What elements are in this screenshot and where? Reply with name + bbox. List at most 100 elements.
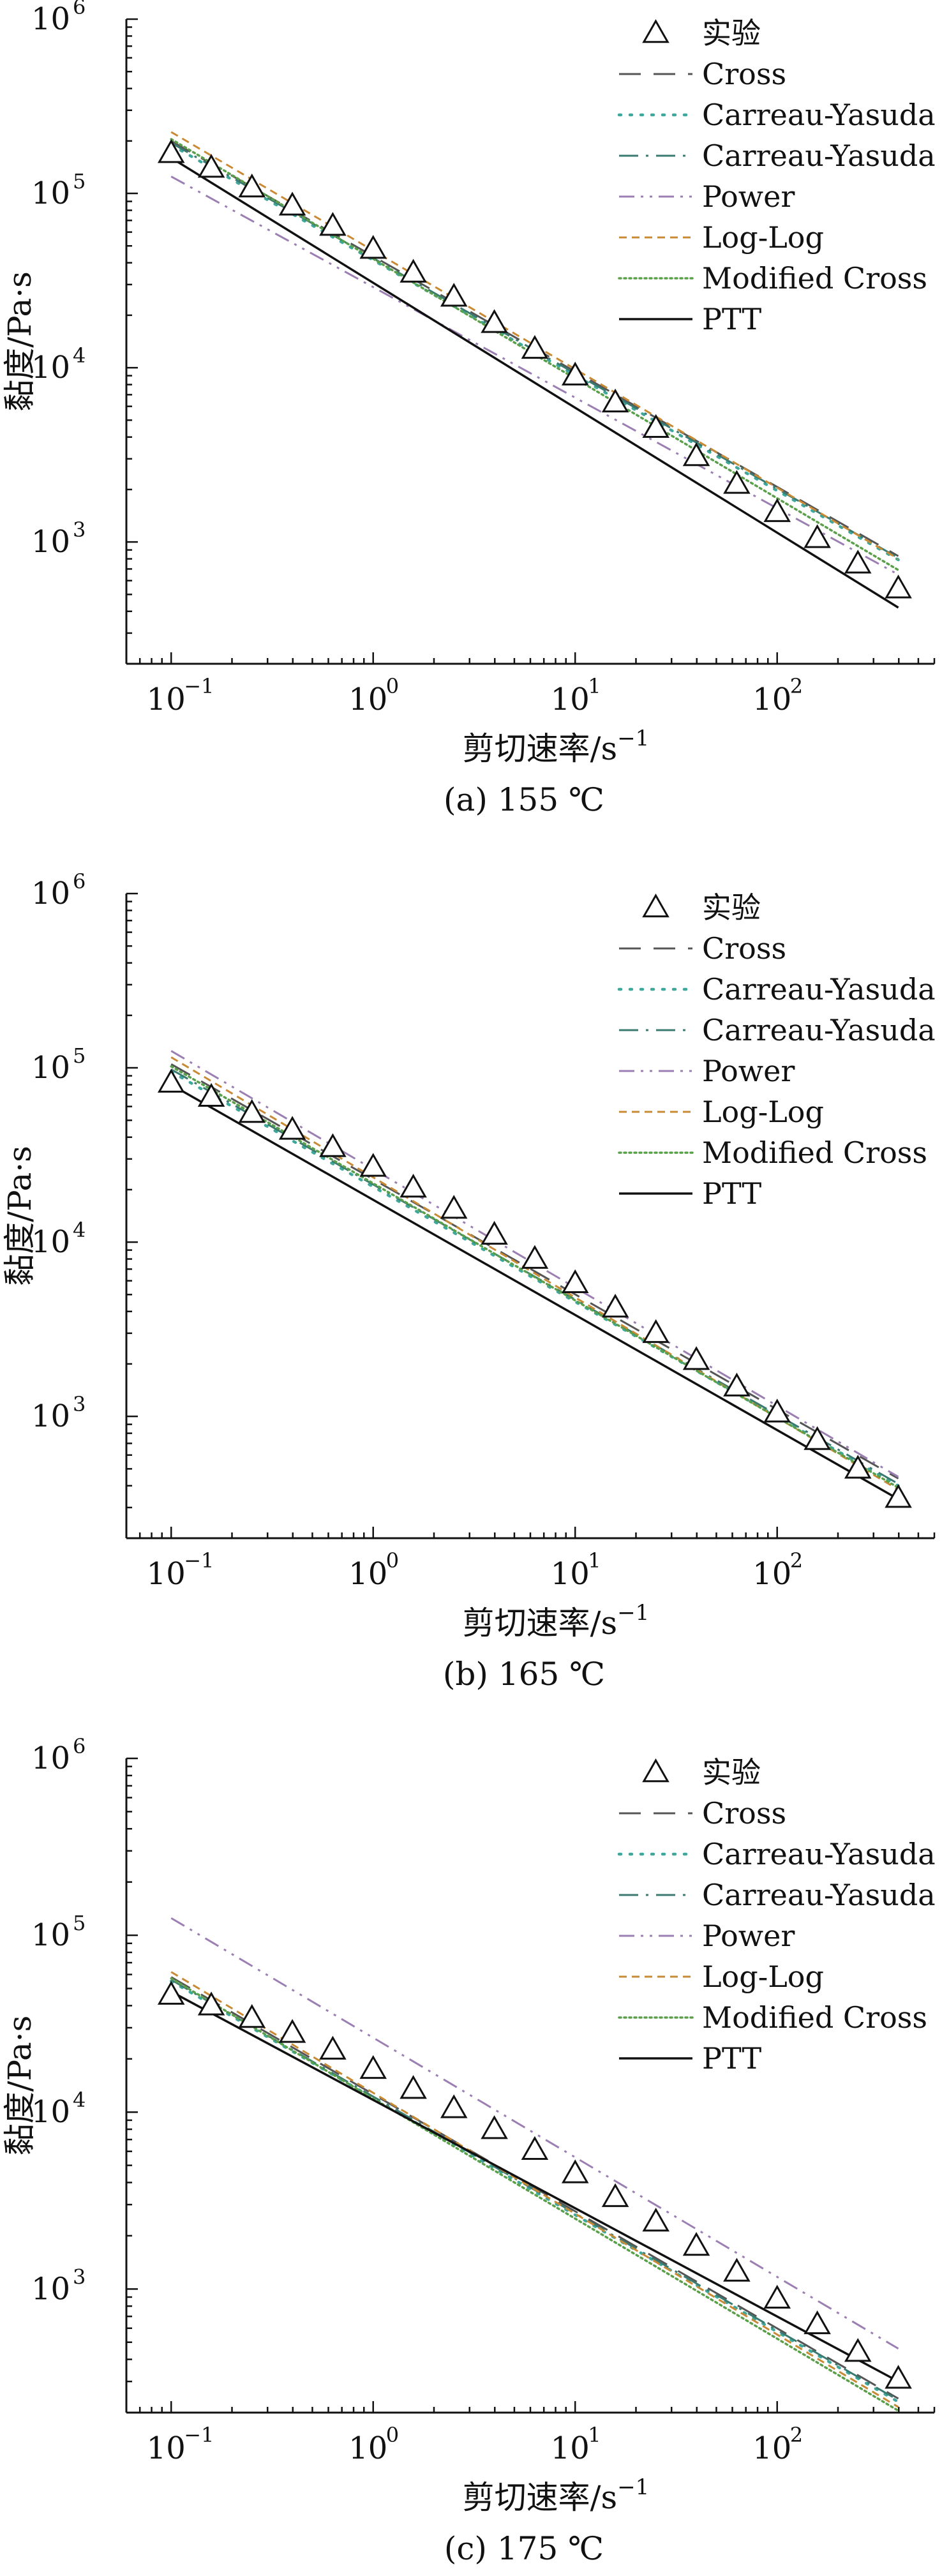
data-point: [763, 1398, 791, 1423]
legend-label: Log-Log: [702, 220, 824, 255]
data-point: [238, 173, 265, 198]
x-tick-exponent: 1: [588, 674, 601, 698]
x-tick-exponent: 2: [790, 2423, 803, 2447]
legend-label: Cross: [702, 57, 786, 91]
data-point: [319, 2035, 347, 2060]
legend-entry: Log-Log: [619, 1095, 824, 1129]
data-point: [763, 2284, 791, 2309]
x-tick-exponent: −1: [184, 2423, 214, 2447]
panel-caption: (a) 155 ℃: [444, 781, 604, 818]
legend-label: Carreau-Yasuda: [702, 1837, 936, 1871]
data-point: [601, 1293, 629, 1318]
data-point: [521, 334, 549, 359]
y-tick-label: 10: [31, 1917, 70, 1953]
data-point: [440, 1195, 468, 1219]
data-point: [642, 2207, 669, 2232]
y-tick-label: 10: [31, 350, 70, 386]
y-tick-label: 10: [31, 2094, 70, 2130]
legend-entry: Cross: [619, 57, 786, 91]
legend-entry: 实验: [642, 16, 761, 50]
y-tick-label: 10: [31, 1, 70, 37]
data-point: [157, 1068, 185, 1093]
legend-label: Carreau-Yasuda: [702, 1878, 936, 1912]
legend-entry: PTT: [619, 1176, 761, 1211]
y-axis-title: 黏度/Pa·s: [1, 271, 38, 412]
x-axis-title: 剪切速率/s−1: [463, 1600, 650, 1642]
series-line-carreau-yasuda: [169, 1979, 900, 2404]
x-tick-label: 10: [147, 2430, 186, 2466]
y-tick-exponent: 6: [73, 1734, 86, 1758]
x-tick-exponent: 1: [588, 2423, 601, 2447]
data-point: [400, 258, 427, 283]
data-point: [400, 1173, 427, 1198]
legend-entry: Carreau-Yasuda: [619, 139, 936, 173]
legend-marker: [642, 19, 669, 43]
data-point: [682, 442, 710, 467]
y-tick-label: 10: [31, 1398, 70, 1434]
legend-entry: Modified Cross: [618, 2000, 927, 2035]
legend-entry: Modified Cross: [618, 1135, 927, 1170]
legend-entry: Carreau-Yasuda: [617, 1837, 936, 1871]
x-tick-exponent: 0: [386, 1548, 399, 1573]
y-axis-title: 黏度/Pa·s: [1, 1146, 38, 1286]
legend-label: 实验: [702, 16, 761, 50]
legend-label: Modified Cross: [702, 261, 927, 296]
data-point: [400, 2075, 427, 2099]
legend-label: Cross: [702, 1796, 786, 1831]
data-point: [804, 2310, 831, 2335]
legend-entry: Carreau-Yasuda: [617, 972, 936, 1007]
data-point: [319, 1133, 347, 1157]
data-point: [319, 212, 347, 236]
data-point: [197, 1991, 225, 2016]
x-tick-label: 10: [348, 2430, 387, 2466]
legend-entry: Power: [619, 1919, 795, 1953]
legend-label: 实验: [702, 890, 761, 925]
data-point: [440, 2094, 468, 2118]
legend-entry: Power: [619, 179, 795, 214]
legend-label: Carreau-Yasuda: [702, 98, 936, 132]
x-tick-label: 10: [752, 2430, 791, 2466]
legend-entry: Power: [619, 1054, 795, 1088]
legend-label: Log-Log: [702, 1959, 824, 1994]
x-tick-label: 10: [147, 682, 186, 717]
x-tick-exponent: 0: [386, 2423, 399, 2447]
series-line-modified-cross: [170, 1977, 900, 2412]
x-tick-label: 10: [147, 1556, 186, 1592]
legend-marker: [642, 1758, 669, 1783]
y-tick-label: 10: [31, 1741, 70, 1776]
data-point: [844, 1455, 872, 1479]
legend-label: Modified Cross: [702, 2000, 927, 2035]
data-point: [481, 1220, 508, 1245]
legend-label: PTT: [702, 1176, 761, 1211]
x-axis-title-exponent: −1: [617, 2475, 649, 2500]
legend-label: Cross: [702, 931, 786, 966]
legend-entry: 实验: [642, 890, 761, 925]
data-point: [521, 2136, 549, 2160]
legend-label: PTT: [702, 2041, 761, 2076]
x-tick-label: 10: [348, 1556, 387, 1592]
x-tick-label: 10: [551, 2430, 590, 2466]
x-tick-exponent: −1: [184, 674, 214, 698]
x-tick-exponent: −1: [184, 1548, 214, 1573]
y-tick-label: 10: [31, 876, 70, 911]
y-tick-exponent: 4: [73, 2088, 86, 2112]
x-axis-title-exponent: −1: [617, 1600, 649, 1626]
panel-caption: (b) 165 ℃: [443, 1656, 605, 1693]
legend-label: Carreau-Yasuda: [702, 972, 936, 1007]
data-point: [238, 1098, 265, 1123]
x-tick-exponent: 1: [588, 1548, 601, 1573]
data-point: [359, 235, 387, 259]
data-point: [601, 2183, 629, 2207]
series-line-carreau-yasuda: [169, 143, 900, 562]
data-point: [278, 191, 306, 216]
x-axis-title: 剪切速率/s−1: [463, 726, 650, 767]
series-line-power: [170, 1917, 899, 2350]
x-tick-exponent: 2: [790, 674, 803, 698]
x-tick-exponent: 2: [790, 1548, 803, 1573]
data-point: [642, 1319, 669, 1344]
y-tick-exponent: 4: [73, 1218, 86, 1242]
x-tick-label: 10: [551, 682, 590, 717]
y-axis-title: 黏度/Pa·s: [1, 2016, 38, 2156]
data-point: [238, 2003, 265, 2028]
